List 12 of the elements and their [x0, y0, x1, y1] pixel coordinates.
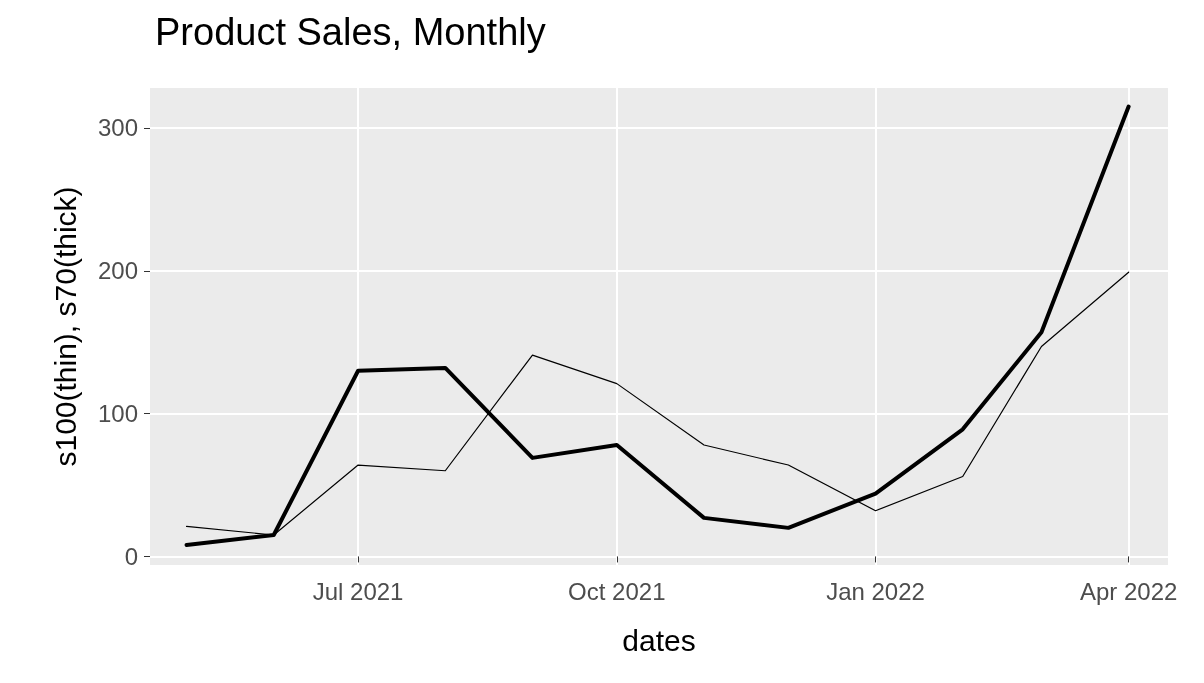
y-tick-label: 300: [97, 114, 138, 142]
y-tick-label: 0: [124, 542, 138, 570]
y-tick-label: 200: [97, 257, 138, 285]
y-tick-label: 100: [97, 400, 138, 428]
y-axis-title: s100(thin), s70(thick): [48, 186, 82, 467]
x-axis-title: dates: [622, 623, 696, 657]
line-series: [184, 104, 1131, 548]
x-tick-label: Apr 2022: [1079, 577, 1178, 605]
x-tick-label: Jul 2021: [312, 577, 404, 605]
x-tick-label: Oct 2021: [568, 577, 666, 605]
chart-title: Product Sales, Monthly: [155, 11, 546, 53]
x-tick-label: Jan 2022: [826, 577, 925, 605]
